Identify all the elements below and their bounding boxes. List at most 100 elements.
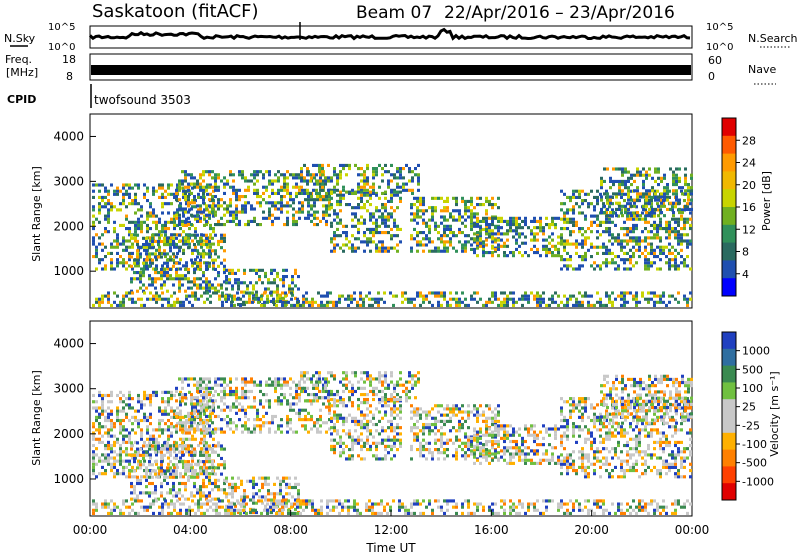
heatmap-cell bbox=[220, 447, 223, 451]
heatmap-cell bbox=[95, 415, 98, 419]
heatmap-cell bbox=[128, 453, 131, 457]
heatmap-cell bbox=[572, 267, 575, 271]
heatmap-cell bbox=[226, 179, 229, 183]
heatmap-cell bbox=[363, 170, 366, 174]
heatmap-cell bbox=[512, 251, 515, 255]
heatmap-cell bbox=[140, 400, 143, 404]
heatmap-cell bbox=[521, 232, 524, 236]
heatmap-cell bbox=[578, 227, 581, 231]
heatmap-cell bbox=[557, 251, 560, 255]
heatmap-cell bbox=[241, 176, 244, 180]
heatmap-cell bbox=[416, 249, 419, 253]
heatmap-cell bbox=[292, 213, 295, 217]
heatmap-cell bbox=[366, 188, 369, 192]
heatmap-cell bbox=[202, 286, 205, 290]
heatmap-cell bbox=[161, 186, 164, 190]
heatmap-cell bbox=[178, 249, 181, 253]
heatmap-cell bbox=[237, 485, 240, 490]
heatmap-cell bbox=[662, 227, 665, 231]
heatmap-cell bbox=[369, 231, 372, 235]
heatmap-cell bbox=[295, 411, 298, 415]
heatmap-cell bbox=[617, 242, 620, 246]
heatmap-cell bbox=[399, 176, 402, 180]
heatmap-cell bbox=[101, 453, 104, 457]
heatmap-cell bbox=[160, 481, 163, 486]
heatmap-cell bbox=[184, 427, 187, 431]
heatmap-cell bbox=[446, 227, 449, 231]
heatmap-cell bbox=[402, 188, 405, 192]
heatmap-cell bbox=[627, 176, 630, 180]
heatmap-cell bbox=[202, 380, 205, 384]
heatmap-cell bbox=[410, 218, 413, 222]
heatmap-cell bbox=[624, 186, 627, 190]
heatmap-cell bbox=[268, 170, 271, 174]
heatmap-cell bbox=[205, 223, 208, 227]
heatmap-cell bbox=[654, 179, 657, 183]
heatmap-cell bbox=[310, 418, 313, 422]
heatmap-cell bbox=[648, 167, 651, 171]
heatmap-cell bbox=[527, 297, 530, 301]
heatmap-cell bbox=[656, 208, 659, 212]
heatmap-cell bbox=[452, 297, 455, 301]
heatmap-cell bbox=[137, 397, 140, 401]
heatmap-cell bbox=[196, 264, 199, 268]
heatmap-cell bbox=[686, 303, 689, 307]
heatmap-cell bbox=[618, 192, 621, 196]
freq-band bbox=[91, 65, 691, 75]
heatmap-cell bbox=[238, 396, 241, 400]
heatmap-cell bbox=[142, 491, 145, 495]
heatmap-cell bbox=[256, 383, 259, 387]
heatmap-cell bbox=[653, 227, 656, 231]
heatmap-cell bbox=[163, 453, 166, 457]
heatmap-cell bbox=[154, 267, 157, 271]
heatmap-cell bbox=[191, 468, 194, 473]
heatmap-cell bbox=[263, 291, 266, 295]
heatmap-cell bbox=[253, 424, 256, 428]
heatmap-cell bbox=[208, 255, 211, 259]
heatmap-cell bbox=[149, 443, 152, 448]
heatmap-cell bbox=[280, 195, 283, 199]
heatmap-cell bbox=[137, 422, 140, 426]
heatmap-cell bbox=[311, 303, 314, 307]
heatmap-cell bbox=[422, 203, 425, 207]
heatmap-cell bbox=[668, 264, 671, 268]
heatmap-cell bbox=[208, 456, 211, 461]
heatmap-cell bbox=[410, 246, 413, 250]
heatmap-cell bbox=[672, 201, 675, 205]
heatmap-cell bbox=[618, 207, 621, 211]
heatmap-cell bbox=[313, 204, 316, 208]
heatmap-cell bbox=[188, 220, 191, 224]
heatmap-cell bbox=[279, 489, 282, 493]
heatmap-cell bbox=[92, 236, 95, 240]
heatmap-cell bbox=[107, 217, 110, 221]
heatmap-cell bbox=[351, 416, 354, 420]
heatmap-cell bbox=[623, 227, 626, 231]
heatmap-cell bbox=[298, 396, 301, 400]
heatmap-cell bbox=[533, 235, 536, 239]
heatmap-cell bbox=[181, 421, 184, 425]
heatmap-cell bbox=[339, 203, 342, 207]
heatmap-cell bbox=[161, 202, 164, 206]
heatmap-cell bbox=[140, 227, 143, 231]
heatmap-cell bbox=[417, 380, 420, 384]
heatmap-cell bbox=[155, 393, 158, 398]
heatmap-cell bbox=[297, 287, 300, 291]
heatmap-cell bbox=[190, 396, 193, 400]
heatmap-cell bbox=[307, 418, 310, 422]
heatmap-cell bbox=[259, 380, 262, 384]
heatmap-cell bbox=[596, 217, 599, 221]
heatmap-cell bbox=[243, 492, 246, 496]
heatmap-cell bbox=[199, 414, 202, 419]
heatmap-cell bbox=[402, 176, 405, 180]
heatmap-cell bbox=[217, 289, 220, 293]
heatmap-cell bbox=[122, 393, 125, 398]
heatmap-cell bbox=[252, 293, 255, 297]
heatmap-cell bbox=[110, 409, 113, 413]
heatmap-cell bbox=[291, 485, 294, 490]
heatmap-cell bbox=[443, 240, 446, 244]
heatmap-cell bbox=[271, 179, 274, 183]
heatmap-cell bbox=[319, 188, 322, 192]
heatmap-cell bbox=[581, 189, 584, 193]
heatmap-cell bbox=[578, 242, 581, 246]
heatmap-cell bbox=[295, 430, 298, 434]
